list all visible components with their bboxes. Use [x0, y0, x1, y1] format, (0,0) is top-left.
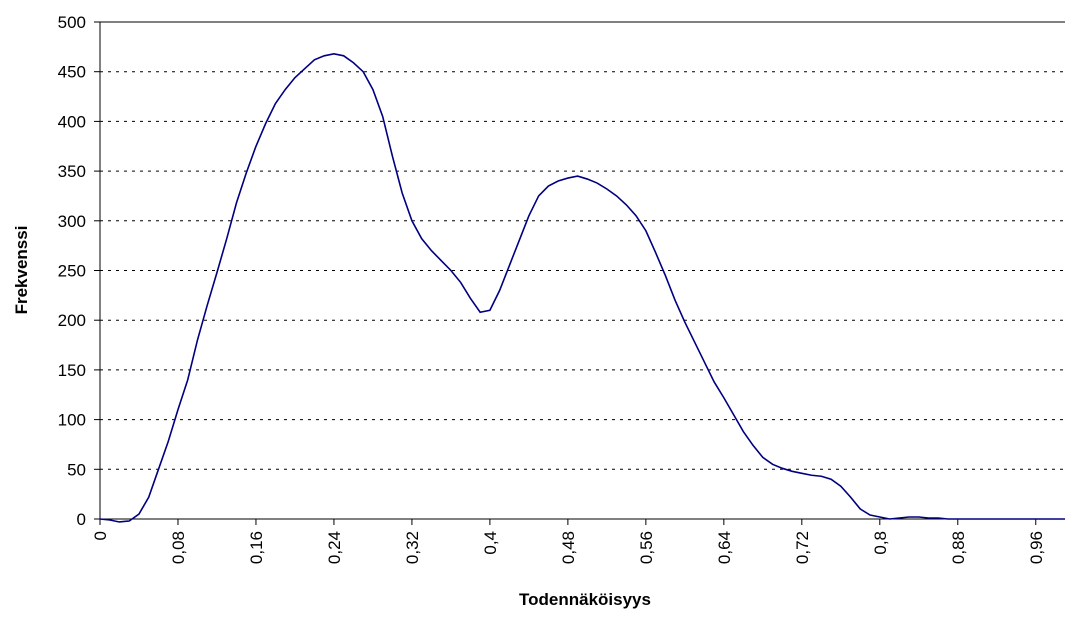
- y-tick-label: 150: [58, 361, 86, 380]
- x-tick-label: 0,72: [793, 531, 812, 564]
- x-tick-label: 0,08: [169, 531, 188, 564]
- x-tick-label: 0,16: [247, 531, 266, 564]
- x-tick-label: 0,48: [559, 531, 578, 564]
- y-tick-label: 0: [77, 510, 86, 529]
- x-tick-label: 0,96: [1027, 531, 1046, 564]
- x-axis-label: Todennäköisyys: [519, 590, 651, 609]
- x-tick-label: 0,56: [637, 531, 656, 564]
- data-line: [99, 52, 1065, 523]
- x-tick-label: 0,24: [325, 531, 344, 564]
- y-tick-label: 400: [58, 112, 86, 131]
- y-tick-label: 350: [58, 162, 86, 181]
- y-axis-label: Frekvenssi: [12, 226, 31, 315]
- x-tick-label: 0,8: [871, 531, 890, 555]
- x-tick-label: 0,64: [715, 531, 734, 564]
- y-tick-label: 50: [67, 460, 86, 479]
- x-tick-label: 0,32: [403, 531, 422, 564]
- y-tick-label: 500: [58, 13, 86, 32]
- y-tick-label: 250: [58, 262, 86, 281]
- y-tick-label: 450: [58, 63, 86, 82]
- x-tick-label: 0,4: [481, 531, 500, 555]
- y-tick-label: 200: [58, 311, 86, 330]
- y-tick-label: 300: [58, 212, 86, 231]
- y-tick-label: 100: [58, 411, 86, 430]
- x-tick-label: 0,88: [949, 531, 968, 564]
- x-tick-label: 0: [91, 531, 110, 540]
